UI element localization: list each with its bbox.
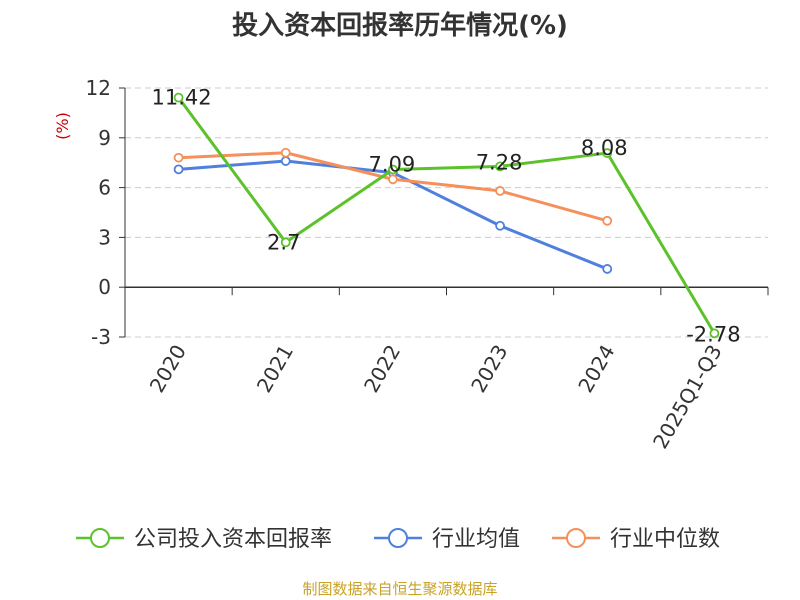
grid-lines [125, 87, 768, 338]
axes: -3 0 3 6 9 12 2020 2021 2022 2023 2024 2025Q1-Q3 [86, 76, 769, 453]
data-label: -2.78 [686, 322, 740, 346]
y-tick-label: -3 [91, 325, 111, 349]
chart-title: 投入资本回报率历年情况(%) [232, 10, 568, 41]
data-label: 8.08 [581, 136, 628, 160]
data-point[interactable] [173, 152, 184, 163]
data-point[interactable] [495, 161, 505, 172]
legend-marker [388, 528, 408, 548]
data-label: 7.28 [476, 150, 523, 174]
y-tick-label: 12 [86, 76, 111, 100]
y-tick-label: 9 [98, 126, 111, 150]
data-point[interactable] [173, 164, 184, 175]
data-point[interactable] [280, 237, 291, 248]
data-point[interactable] [602, 148, 613, 158]
legend-label: 行业中位数 [610, 527, 720, 552]
data-point[interactable] [280, 147, 291, 158]
data-label: 2.7 [267, 230, 300, 254]
x-tick-label: 2023 [466, 341, 512, 397]
data-point[interactable] [388, 164, 398, 175]
x-tick-label: 2022 [359, 341, 405, 397]
data-point[interactable] [280, 156, 291, 166]
legend[interactable]: 公司投入资本回报率 行业均值 行业中位数 [76, 527, 720, 552]
x-tick-label: 2021 [252, 341, 298, 397]
data-point[interactable] [495, 220, 505, 231]
data-point[interactable] [602, 215, 613, 226]
data-point[interactable] [709, 328, 720, 339]
legend-label: 行业均值 [432, 527, 520, 552]
legend-label: 公司投入资本回报率 [134, 527, 332, 552]
series-group [173, 92, 720, 339]
y-axis-label: (%) [53, 112, 72, 140]
y-tick-label: 0 [98, 275, 111, 299]
legend-item[interactable]: 行业均值 [374, 527, 520, 552]
legend-marker [90, 528, 110, 548]
x-tick-label: 2025Q1-Q3 [648, 341, 727, 453]
data-point[interactable] [388, 174, 398, 185]
series-line [177, 96, 716, 335]
data-label: 11.42 [152, 86, 212, 110]
legend-marker [566, 528, 586, 548]
y-tick-label: 6 [98, 176, 111, 200]
data-label: 7.09 [369, 153, 416, 177]
y-tick-label: 3 [98, 225, 111, 249]
source-note: 制图数据来自恒生聚源数据库 [302, 580, 497, 598]
x-tick-label: 2020 [145, 341, 191, 397]
data-point[interactable] [495, 186, 505, 196]
x-tick-label: 2024 [573, 341, 619, 397]
data-labels: 11.42 2.7 7.09 7.28 8.08 -2.78 [152, 86, 741, 347]
data-point[interactable] [602, 264, 613, 274]
legend-item[interactable]: 公司投入资本回报率 [76, 527, 332, 552]
legend-item[interactable]: 行业中位数 [552, 527, 720, 552]
data-point[interactable] [173, 92, 184, 103]
